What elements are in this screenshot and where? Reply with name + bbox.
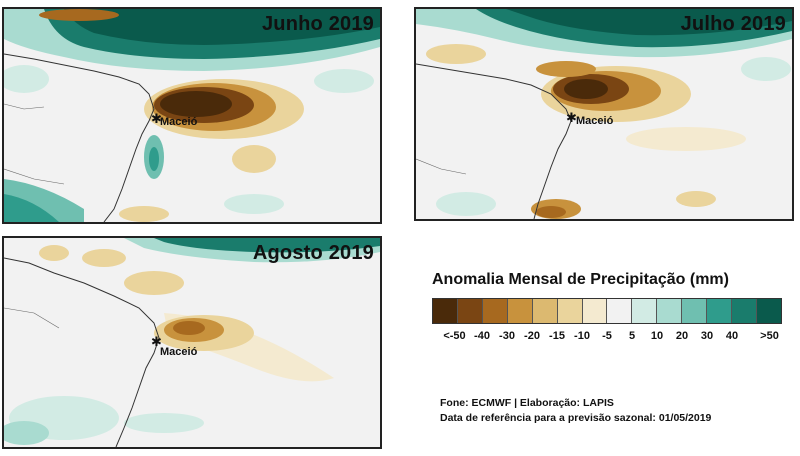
legend-tick-label: 20 xyxy=(675,330,689,342)
legend-swatch xyxy=(707,299,733,323)
legend-swatch xyxy=(557,299,583,323)
legend-color-bar xyxy=(432,298,782,324)
legend-swatch xyxy=(507,299,533,323)
legend-tick-label: -10 xyxy=(574,330,590,342)
legend-tick-label: -20 xyxy=(524,330,540,342)
panel-title: Julho 2019 xyxy=(680,13,786,35)
legend-tick-label: -5 xyxy=(602,330,612,342)
legend-swatch xyxy=(482,299,508,323)
legend-tick-label: 5 xyxy=(628,330,636,342)
legend-labels: <-50 -40 -30 -20 -15 -10 -5 5 10 20 30 40 >50 xyxy=(432,330,782,344)
legend-tick-label: -30 xyxy=(499,330,515,342)
legend-swatch xyxy=(433,299,458,323)
map-junho xyxy=(4,9,380,222)
city-label: Maceió xyxy=(160,346,198,358)
map-julho xyxy=(416,9,792,219)
city-marker-icon: ✱ xyxy=(151,112,162,127)
legend-swatch xyxy=(632,299,658,323)
legend-swatch xyxy=(732,299,757,323)
credits-reference-date: Data de referência para a previsão sazon… xyxy=(440,412,712,424)
legend-swatch xyxy=(682,299,708,323)
legend-swatch xyxy=(657,299,683,323)
city-label: Maceió xyxy=(576,115,614,127)
city-marker-icon: ✱ xyxy=(151,335,162,350)
legend-swatch xyxy=(756,299,781,323)
credits-box: Fone: ECMWF | Elaboração: LAPIS Data de … xyxy=(432,372,782,430)
map-panel-agosto: Agosto 2019 ✱ Maceió xyxy=(2,236,382,449)
panel-title: Junho 2019 xyxy=(261,13,374,35)
panel-title: Agosto 2019 xyxy=(252,242,374,264)
city-marker-icon: ✱ xyxy=(566,111,577,126)
legend-tick-label: >50 xyxy=(760,330,779,342)
legend-tick-label: 10 xyxy=(650,330,664,342)
legend-title: Anomalia Mensal de Precipitação (mm) xyxy=(432,271,729,288)
credits-source: Fone: ECMWF | Elaboração: LAPIS xyxy=(440,397,614,409)
legend-tick-label: 40 xyxy=(725,330,739,342)
legend-tick-label: <-50 xyxy=(443,330,466,342)
legend-swatch xyxy=(607,299,633,323)
legend-tick-label: -15 xyxy=(549,330,565,342)
city-label: Maceió xyxy=(160,116,198,128)
map-agosto xyxy=(4,238,380,447)
map-panel-junho: Junho 2019 ✱ Maceió xyxy=(2,7,382,224)
legend-tick-label: -40 xyxy=(474,330,490,342)
legend-tick-label: 30 xyxy=(700,330,714,342)
legend-swatch xyxy=(582,299,608,323)
legend-swatch xyxy=(532,299,558,323)
map-panel-julho: Julho 2019 ✱ Maceió xyxy=(414,7,794,221)
legend-swatch xyxy=(457,299,483,323)
